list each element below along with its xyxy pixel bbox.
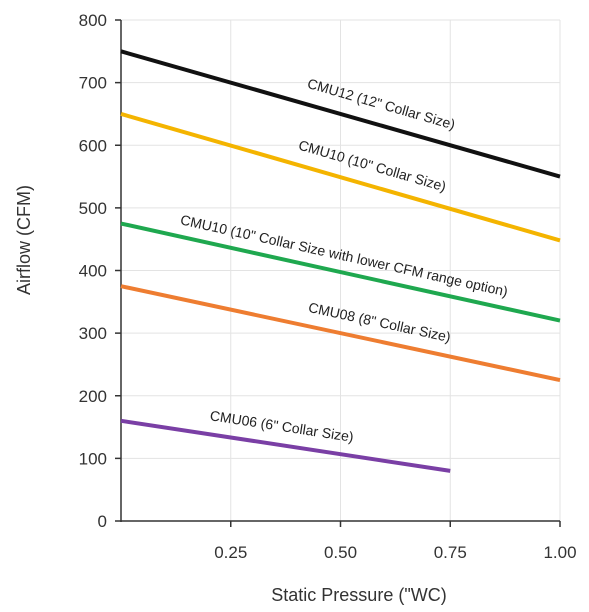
series-labels: CMU12 (12" Collar Size)CMU10 (10" Collar… bbox=[179, 75, 509, 445]
series-line bbox=[120, 221, 561, 323]
x-tick-label: 0.75 bbox=[434, 543, 467, 562]
series-label: CMU10 (10" Collar Size with lower CFM ra… bbox=[179, 211, 509, 299]
x-tick-label: 1.00 bbox=[543, 543, 576, 562]
x-tick-label: 0.50 bbox=[324, 543, 357, 562]
y-tick-label: 300 bbox=[79, 324, 107, 343]
y-tick-label: 600 bbox=[79, 136, 107, 155]
y-tick-label: 800 bbox=[79, 11, 107, 30]
y-tick-label: 0 bbox=[98, 512, 107, 531]
y-tick-label: 400 bbox=[79, 262, 107, 281]
series-line bbox=[120, 284, 561, 383]
y-tick-label: 500 bbox=[79, 199, 107, 218]
y-tick-label: 100 bbox=[79, 449, 107, 468]
series-line bbox=[120, 112, 561, 243]
x-tick-label: 0.25 bbox=[214, 543, 247, 562]
series-label: CMU08 (8" Collar Size) bbox=[307, 299, 452, 345]
series-line bbox=[120, 49, 561, 179]
x-axis-title: Static Pressure ("WC) bbox=[271, 585, 446, 605]
y-axis-title: Airflow (CFM) bbox=[14, 185, 34, 295]
ticks: 0.25 0.50 0.75 1.00 0 100 200 300 400 500 600 700 80… bbox=[79, 11, 577, 562]
y-tick-label: 200 bbox=[79, 387, 107, 406]
series-line bbox=[120, 418, 451, 473]
series-lines bbox=[120, 49, 561, 473]
y-tick-label: 700 bbox=[79, 74, 107, 93]
grid-lines bbox=[121, 19, 561, 521]
